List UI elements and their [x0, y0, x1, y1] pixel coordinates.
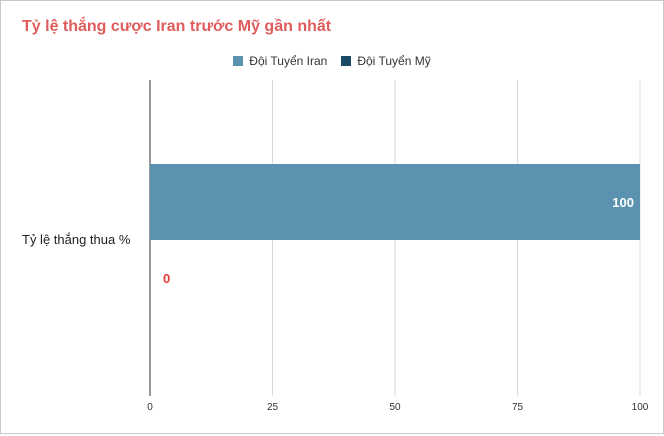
x-tick-label: 100 — [632, 402, 649, 413]
x-tick-label: 0 — [147, 402, 153, 413]
bar-0 — [150, 164, 640, 240]
x-tick-label: 25 — [267, 402, 279, 413]
legend-item-usa[interactable]: Đội Tuyển Mỹ — [341, 54, 431, 68]
legend-swatch-usa — [341, 56, 352, 66]
legend-label-usa: Đội Tuyển Mỹ — [357, 54, 431, 68]
data-label-1: 0 — [163, 271, 170, 286]
legend-label-iran: Đội Tuyển Iran — [249, 54, 328, 68]
data-label-0: 100 — [612, 195, 634, 210]
category-label: Tỷ lệ thắng thua % — [22, 232, 131, 247]
x-tick-label: 50 — [389, 402, 401, 413]
chart-legend: Đội Tuyển Iran Đội Tuyển Mỹ — [0, 54, 664, 68]
legend-item-iran[interactable]: Đội Tuyển Iran — [233, 54, 327, 68]
legend-swatch-iran — [233, 56, 244, 66]
x-tick-label: 75 — [512, 402, 524, 413]
chart-title: Tỷ lệ thắng cược Iran trước Mỹ gần nhất — [22, 18, 332, 35]
